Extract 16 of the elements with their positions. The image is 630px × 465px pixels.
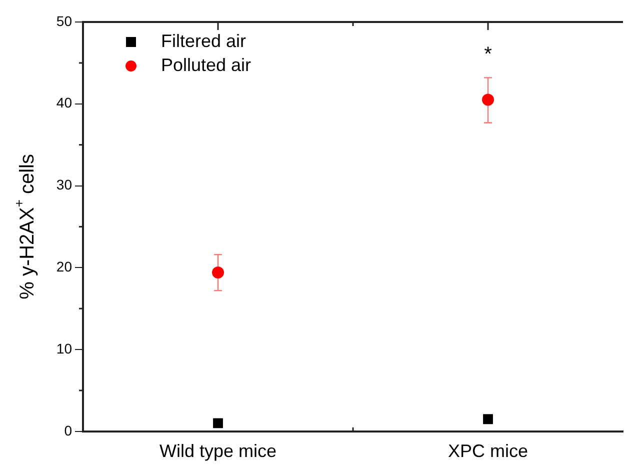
y-axis-title: % y-H2AX+ cells — [12, 154, 39, 300]
y-tick-label: 10 — [56, 340, 72, 356]
legend-label: Filtered air — [161, 30, 246, 51]
y-tick-label: 50 — [56, 12, 72, 29]
point — [213, 418, 223, 428]
annotation: * — [484, 43, 492, 66]
y-tick-label: 20 — [56, 258, 72, 274]
legend-label: Polluted air — [161, 54, 252, 75]
x-tick-label: Wild type mice — [159, 441, 277, 462]
y-tick-label: 0 — [64, 422, 72, 438]
y-tick-label: 40 — [56, 94, 72, 111]
y-tick-label: 30 — [56, 176, 72, 193]
x-tick-label: XPC mice — [448, 441, 528, 462]
point — [483, 414, 493, 424]
point — [212, 266, 224, 279]
point — [482, 94, 494, 106]
